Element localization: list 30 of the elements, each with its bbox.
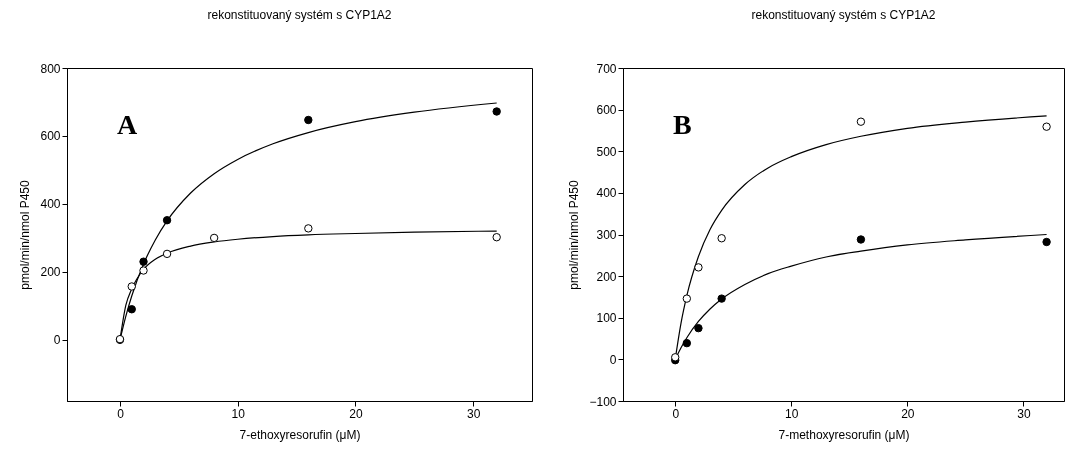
x-tick-label: 30 — [466, 406, 481, 421]
y-tick-label: −100 — [589, 394, 617, 409]
y-tick-label: 400 — [596, 186, 617, 201]
y-tick-label: 700 — [596, 61, 617, 76]
y-axis-title: pmol/min/nmol P450 — [18, 179, 33, 290]
y-tick-label: 800 — [40, 61, 61, 76]
x-tick-label: 20 — [901, 406, 915, 421]
y-tick-label: 500 — [596, 144, 617, 159]
y-tick-label: 100 — [596, 311, 617, 326]
x-axis-title: 7-methoxyresorufin (μM) — [778, 427, 910, 442]
chart-title: rekonstituovaný systém s CYP1A2 — [751, 8, 936, 22]
x-tick-label: 0 — [117, 406, 125, 421]
y-tick-label: 600 — [40, 129, 61, 144]
x-axis-title: 7-ethoxyresorufin (μM) — [239, 427, 361, 442]
x-tick-label: 30 — [1017, 406, 1031, 421]
y-tick-label: 300 — [596, 228, 617, 242]
x-tick-label: 10 — [785, 406, 799, 421]
chart-title: rekonstituovaný systém s CYP1A2 — [207, 8, 392, 22]
x-tick-label: 10 — [231, 406, 246, 421]
x-tick-label: 0 — [672, 406, 680, 421]
y-tick-label: 0 — [609, 352, 617, 367]
annotation: B — [673, 109, 692, 140]
annotation: A — [117, 109, 138, 140]
y-tick-label: 200 — [40, 265, 61, 280]
y-tick-label: 600 — [596, 103, 617, 118]
y-axis-title: pmol/min/nmol P450 — [567, 179, 582, 290]
x-tick-label: 20 — [349, 406, 363, 421]
y-tick-label: 400 — [40, 197, 61, 212]
y-tick-label: 200 — [596, 269, 617, 284]
y-tick-label: 0 — [53, 333, 61, 348]
